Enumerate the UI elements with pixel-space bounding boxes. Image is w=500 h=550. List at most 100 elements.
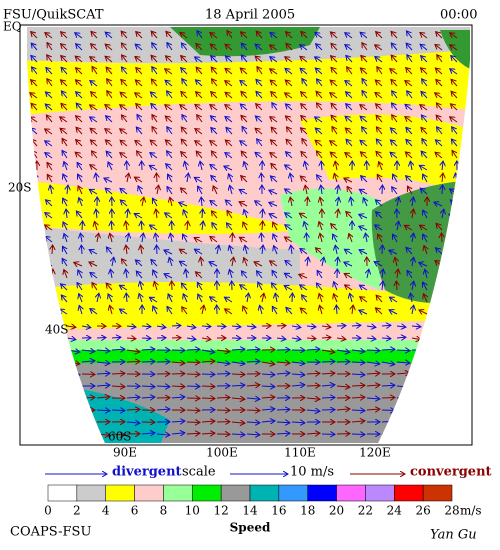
wind-arrow [165, 80, 173, 87]
wind-arrow [271, 92, 278, 99]
wind-arrow [120, 140, 128, 147]
wind-arrow [81, 397, 95, 398]
wind-arrow [121, 79, 128, 87]
wind-arrow [360, 152, 368, 159]
wind-arrow [255, 116, 263, 123]
wind-arrow [419, 262, 428, 266]
wind-arrow [331, 56, 338, 63]
colorbar-tick-label: 6 [131, 504, 139, 518]
wind-arrow [61, 56, 68, 63]
wind-arrow [246, 398, 260, 399]
wind-arrow [272, 270, 278, 279]
wind-arrow [425, 269, 427, 279]
wind-arrow [285, 225, 293, 231]
wind-arrow [167, 127, 173, 135]
wind-arrow [47, 295, 53, 303]
wind-arrow [36, 385, 50, 386]
wind-arrow [350, 293, 352, 303]
wind-arrow [315, 57, 323, 63]
wind-arrow [360, 297, 368, 303]
wind-arrow [127, 209, 128, 219]
wind-arrow [126, 409, 140, 410]
wind-arrow [210, 164, 218, 171]
wind-arrow [225, 140, 233, 147]
wind-arrow [81, 361, 95, 362]
wind-arrow [382, 269, 383, 279]
wind-arrow [365, 233, 367, 243]
wind-arrow [225, 309, 233, 315]
wind-arrow [45, 236, 53, 243]
colorbar-cell [163, 484, 193, 502]
wind-arrow [36, 397, 50, 398]
wind-arrow [321, 337, 331, 338]
wind-arrow [216, 373, 230, 374]
wind-arrow [61, 32, 68, 39]
wind-arrow [96, 373, 110, 374]
colorbar-cell [220, 484, 251, 502]
wind-arrow [89, 250, 98, 254]
wind-arrow [211, 92, 218, 99]
wind-arrow [120, 200, 128, 207]
wind-arrow [393, 234, 397, 243]
wind-arrow [451, 247, 458, 255]
wind-arrow [229, 269, 232, 279]
wind-arrow [336, 386, 350, 387]
wind-arrow [137, 151, 143, 159]
wind-arrow [285, 104, 293, 111]
wind-arrow [61, 103, 68, 111]
wind-arrow [316, 151, 323, 159]
wind-arrow [171, 325, 181, 326]
wind-arrow [67, 185, 68, 195]
wind-arrow [286, 307, 293, 315]
wind-arrow [456, 433, 470, 434]
wind-arrow [187, 221, 188, 231]
wind-arrow [291, 374, 305, 375]
wind-arrow [304, 222, 307, 231]
wind-arrow [442, 173, 443, 183]
wind-arrow [52, 245, 53, 255]
wind-arrow [211, 128, 218, 135]
wind-arrow [436, 223, 443, 231]
wind-arrow [390, 140, 398, 147]
wind-arrow [92, 283, 98, 291]
wind-arrow [211, 67, 218, 75]
wind-arrow [351, 385, 365, 386]
wind-arrow [194, 177, 203, 182]
wind-arrow [96, 410, 110, 411]
wind-arrow [285, 57, 293, 63]
wind-arrow [171, 362, 185, 363]
wind-arrow [291, 245, 292, 255]
wind-arrow [363, 198, 367, 207]
wind-arrow [141, 397, 155, 398]
wind-arrow [196, 67, 203, 75]
wind-arrow [195, 129, 203, 135]
wind-arrow [300, 45, 308, 51]
wind-arrow [241, 176, 248, 183]
wind-arrow [346, 55, 353, 63]
wind-arrow [307, 197, 308, 207]
wind-arrow [412, 197, 413, 207]
wind-arrow [141, 361, 155, 362]
colorbar-tick-label: 26 [416, 504, 431, 518]
colorbar-tick-label: 12 [214, 504, 229, 518]
wind-arrow [181, 139, 188, 147]
wind-arrow [245, 245, 247, 255]
wind-arrow [441, 361, 455, 362]
wind-arrow [231, 326, 241, 327]
wind-arrow [261, 421, 275, 422]
wind-arrow [225, 68, 233, 75]
wind-arrow [136, 127, 143, 135]
wind-arrow [396, 397, 410, 398]
wind-arrow [76, 211, 83, 219]
wind-arrow [171, 386, 185, 387]
wind-arrow [135, 56, 143, 63]
wind-arrow [241, 271, 248, 279]
wind-arrow [345, 153, 353, 159]
wind-arrow [261, 362, 275, 364]
wind-arrow [231, 398, 245, 399]
colorbar-tick-label: 14 [242, 504, 258, 518]
colorbar-cell [249, 484, 280, 502]
wind-arrow [216, 350, 230, 352]
wind-arrow [29, 274, 38, 278]
wind-arrow [61, 91, 68, 99]
